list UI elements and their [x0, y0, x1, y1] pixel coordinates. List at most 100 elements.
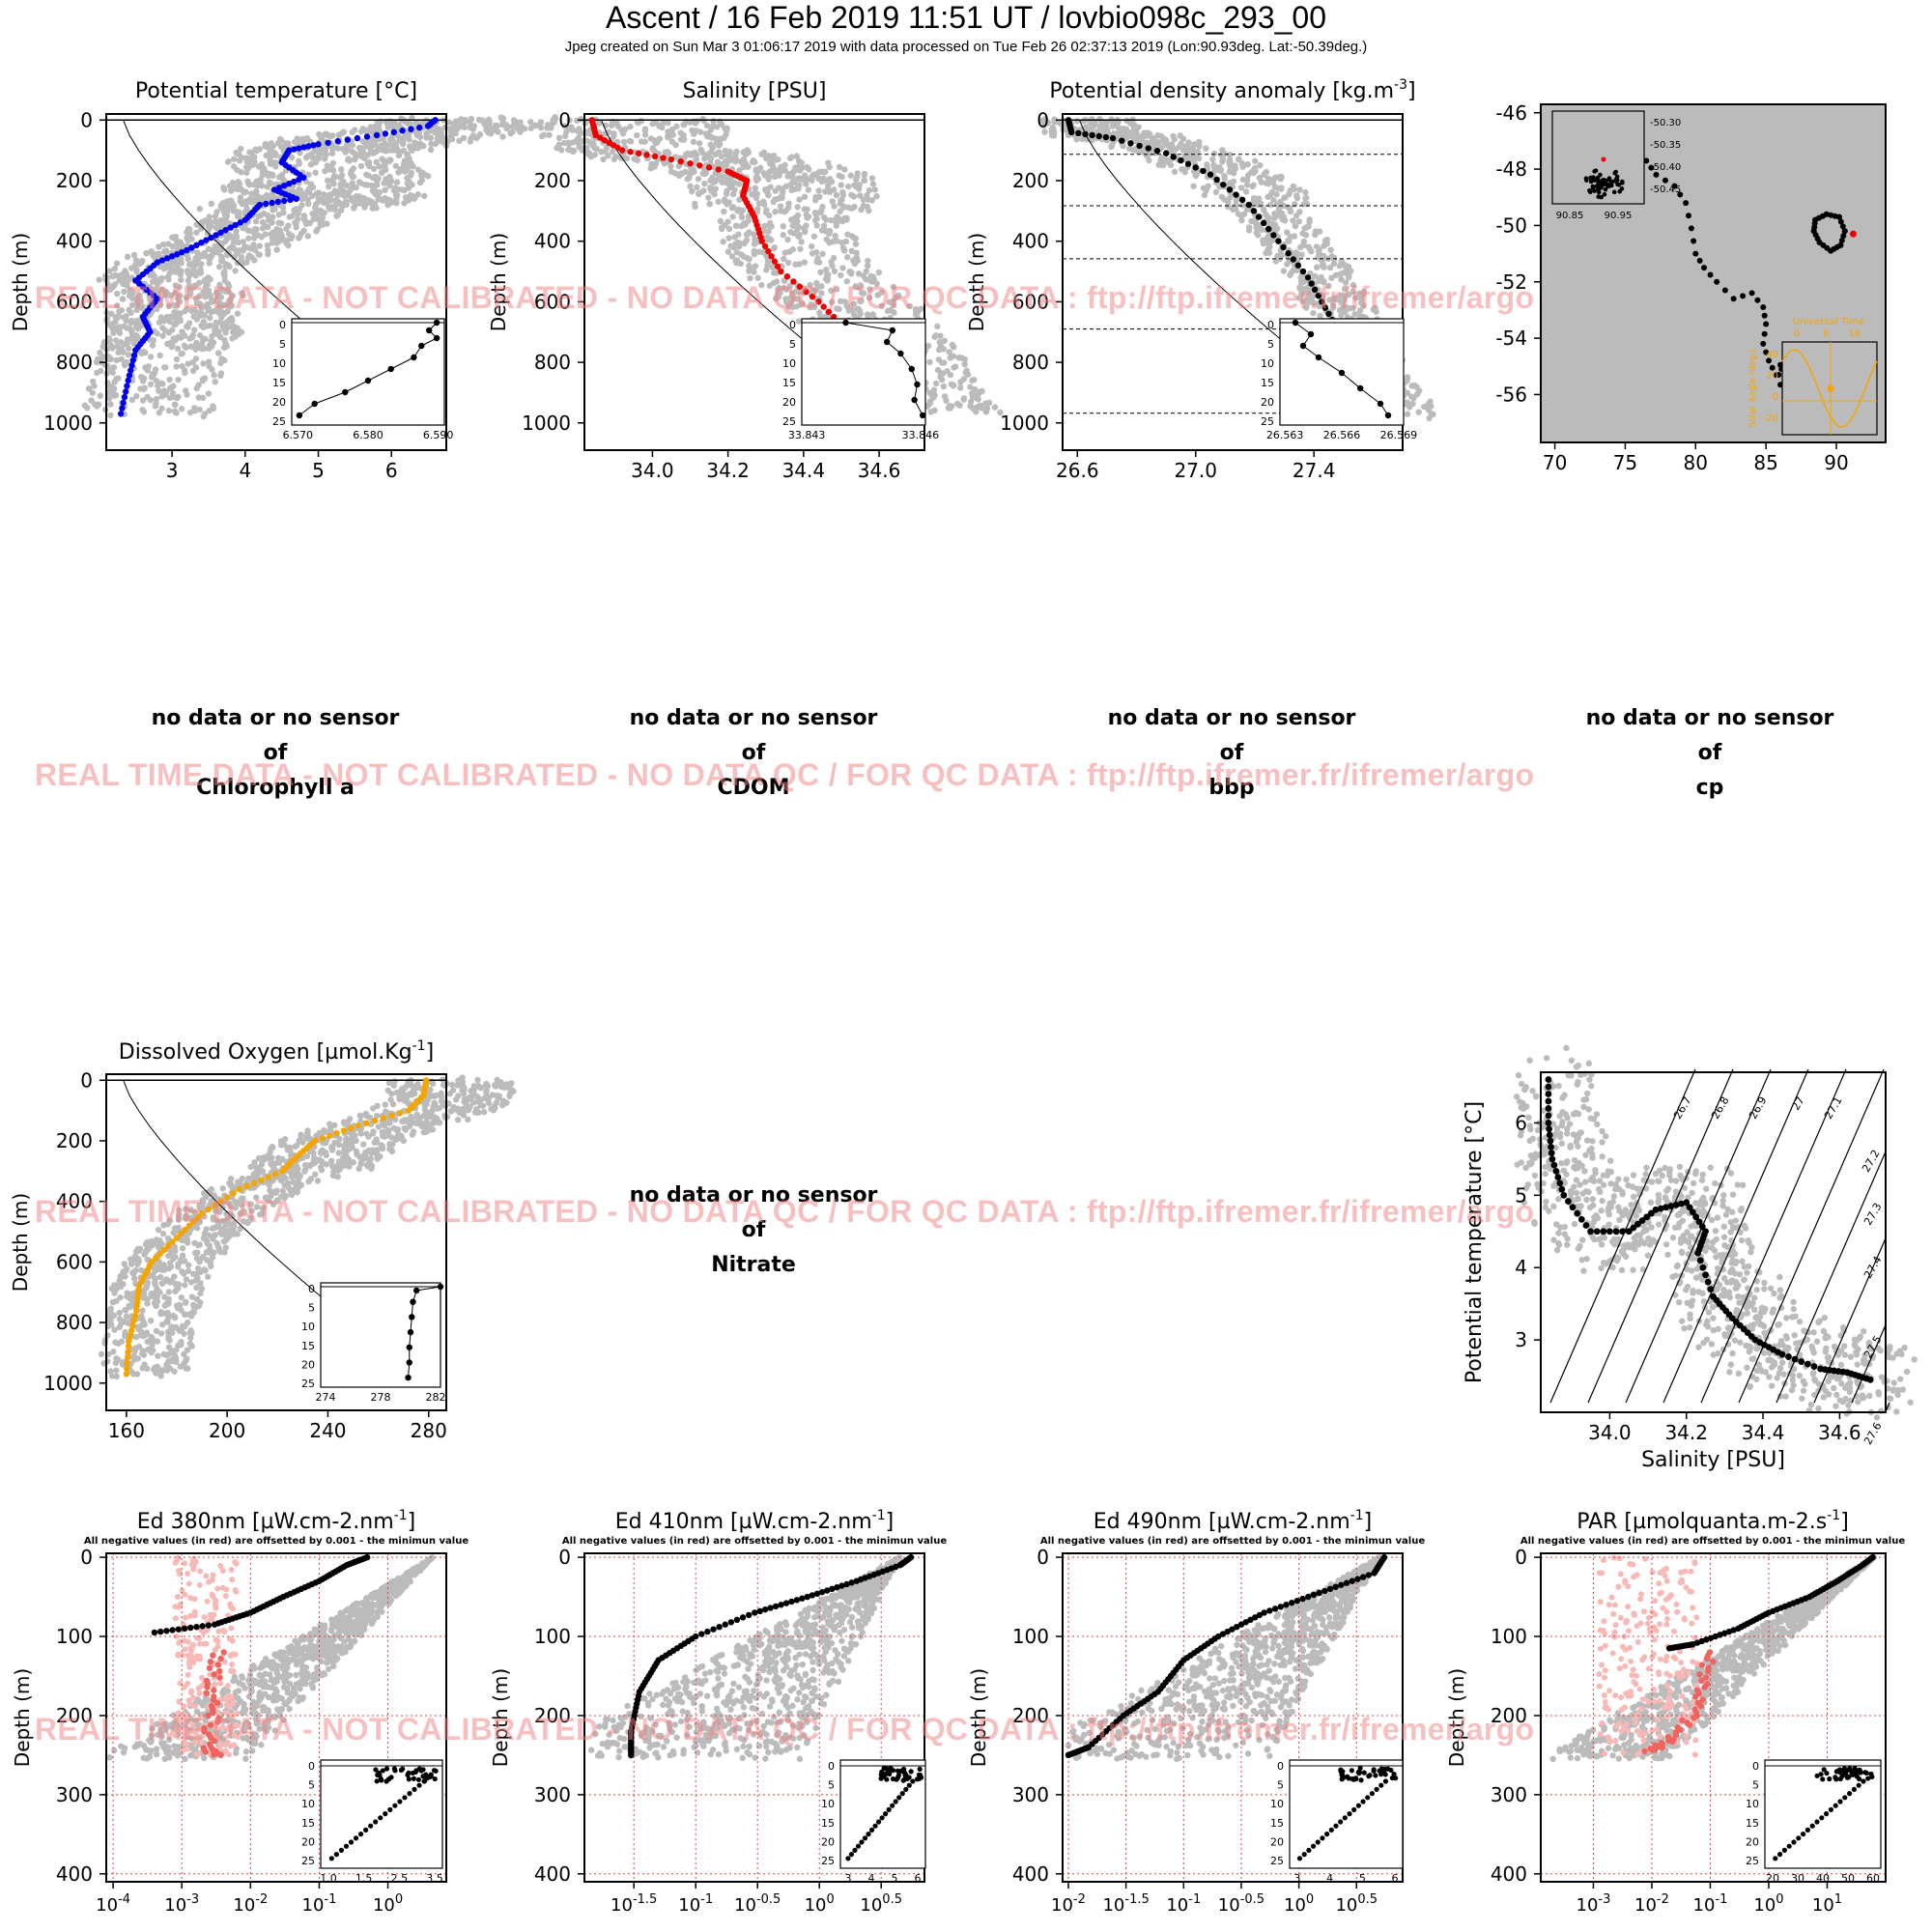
- inset-y-tick: 5: [1267, 338, 1274, 351]
- data-point: [274, 198, 282, 206]
- history-point: [1219, 158, 1226, 165]
- history-point: [1258, 179, 1265, 185]
- history-point: [1340, 270, 1347, 276]
- history-point: [246, 182, 253, 188]
- history-point: [848, 233, 856, 240]
- history-point: [735, 242, 743, 250]
- history-point: [417, 172, 425, 179]
- track-point: [1707, 271, 1714, 278]
- data-point: [168, 253, 176, 260]
- inset-map-point: [1612, 170, 1617, 176]
- data-point: [128, 367, 134, 374]
- history-point: [667, 132, 673, 139]
- history-point: [306, 1162, 313, 1170]
- history-point: [256, 251, 263, 258]
- history-point: [1303, 194, 1310, 201]
- history-point: [941, 359, 948, 366]
- history-point: [313, 228, 320, 235]
- history-point: [165, 407, 173, 414]
- data-point: [125, 377, 131, 384]
- x-tick-label: 80: [1684, 451, 1708, 474]
- history-point: [234, 310, 242, 317]
- history-point: [492, 122, 498, 129]
- history-point: [212, 213, 218, 220]
- history-point: [672, 141, 679, 149]
- history-point: [938, 376, 946, 384]
- history-point: [701, 170, 708, 178]
- history-point: [841, 166, 848, 173]
- data-point: [1127, 140, 1134, 147]
- history-point: [134, 326, 142, 332]
- history-point: [828, 287, 835, 295]
- history-point: [328, 1147, 336, 1153]
- history-point: [161, 290, 169, 297]
- history-point: [353, 184, 359, 191]
- history-point: [369, 205, 377, 212]
- history-point: [1321, 264, 1327, 270]
- history-point: [375, 146, 382, 153]
- inset-line: [428, 329, 438, 339]
- history-point: [109, 272, 116, 280]
- history-point: [828, 216, 835, 224]
- history-point: [763, 267, 770, 273]
- history-point: [147, 381, 155, 388]
- history-point: [240, 239, 246, 245]
- history-point: [738, 213, 746, 221]
- history-point: [779, 185, 785, 192]
- history-point: [864, 262, 871, 270]
- history-point: [555, 141, 563, 148]
- history-point: [1212, 188, 1220, 196]
- data-point: [1319, 298, 1325, 305]
- history-point: [370, 165, 378, 173]
- history-point: [259, 172, 266, 179]
- track-point: [1701, 265, 1708, 271]
- history-point: [1404, 389, 1411, 396]
- x-tick-label: 70: [1543, 451, 1567, 474]
- data-point: [1102, 133, 1110, 141]
- history-point: [694, 184, 700, 191]
- history-point: [693, 156, 699, 163]
- history-point: [744, 149, 752, 156]
- history-point: [1326, 264, 1334, 271]
- data-point: [715, 166, 723, 173]
- history-point: [133, 306, 140, 314]
- data-point: [696, 162, 703, 169]
- data-point: [296, 176, 302, 184]
- history-point: [1329, 301, 1337, 309]
- history-point: [668, 126, 676, 133]
- history-point: [826, 230, 833, 237]
- history-point: [1341, 285, 1349, 293]
- history-point: [252, 218, 260, 225]
- history-point: [1117, 128, 1123, 135]
- history-point: [401, 186, 408, 194]
- history-point: [185, 360, 191, 367]
- history-point: [238, 169, 244, 176]
- history-point: [871, 186, 878, 193]
- inset-map-point: [1612, 179, 1618, 184]
- history-point: [273, 240, 280, 246]
- history-point: [746, 229, 753, 236]
- track-point: [1740, 293, 1747, 299]
- history-point: [858, 290, 866, 297]
- history-point: [236, 330, 242, 337]
- history-point: [232, 268, 239, 274]
- history-point: [797, 245, 804, 252]
- history-point: [878, 302, 885, 310]
- history-point: [456, 137, 463, 145]
- data-point: [687, 160, 694, 167]
- history-point: [235, 239, 242, 246]
- history-point: [492, 1083, 499, 1090]
- data-point: [1255, 213, 1263, 220]
- history-point: [154, 305, 160, 313]
- history-point: [1128, 120, 1135, 128]
- history-point: [114, 302, 121, 309]
- history-point: [833, 222, 839, 229]
- history-point: [173, 410, 180, 416]
- data-point: [163, 255, 171, 262]
- history-point: [1428, 403, 1435, 410]
- history-point: [243, 169, 250, 177]
- history-point: [216, 240, 223, 246]
- history-point: [300, 214, 307, 222]
- history-point: [217, 370, 225, 377]
- x-tick-label: 4: [239, 459, 251, 482]
